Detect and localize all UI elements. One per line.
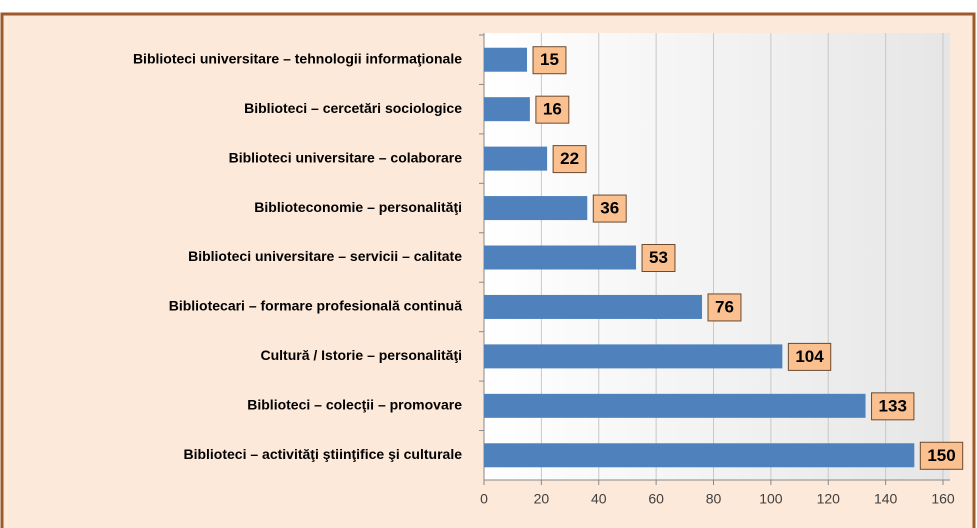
x-tick-label: 120 — [817, 491, 841, 507]
bar — [484, 344, 783, 369]
value-label-box — [592, 194, 627, 223]
y-tick-label: Biblioteci – colecţii – promovare — [247, 397, 462, 413]
y-tick-label: Biblioteci – cercetări sociologice — [244, 100, 462, 116]
value-label: 15 — [540, 50, 559, 69]
value-label: 104 — [795, 347, 824, 366]
bar — [484, 196, 588, 221]
value-label: 133 — [879, 396, 907, 415]
y-tick-label: Biblioteci universitare – servicii – cal… — [188, 248, 462, 264]
value-label-box — [535, 95, 570, 124]
value-label-box — [532, 46, 567, 75]
value-label: 53 — [649, 248, 668, 267]
bar — [484, 443, 915, 468]
x-tick-label: 20 — [534, 491, 550, 507]
x-tick-label: 100 — [759, 491, 783, 507]
value-label: 150 — [927, 446, 955, 465]
y-tick-label: Bibliotecari – formare profesională cont… — [169, 298, 463, 314]
x-tick-label: 160 — [931, 491, 955, 507]
bar — [484, 47, 528, 72]
bar — [484, 294, 703, 319]
value-label-box — [641, 244, 676, 272]
x-tick-label: 80 — [706, 491, 722, 507]
x-tick-label: 140 — [874, 491, 898, 507]
value-label-box — [919, 441, 964, 470]
y-tick-label: Biblioteconomie – personalităţi — [254, 199, 462, 215]
bar — [484, 97, 530, 122]
x-tick-label: 40 — [591, 491, 607, 507]
value-label-box — [707, 293, 742, 322]
bar — [484, 393, 866, 418]
value-label: 76 — [715, 297, 734, 316]
y-tick-label: Biblioteci universitare – colaborare — [229, 149, 463, 165]
bar — [484, 245, 637, 270]
value-label: 16 — [543, 100, 562, 119]
y-tick-label: Cultură / Istorie – personalităţi — [261, 347, 463, 363]
bar — [484, 146, 548, 171]
value-label-box — [787, 342, 832, 371]
y-tick-label: Biblioteci universitare – tehnologii inf… — [133, 50, 462, 66]
value-label: 36 — [600, 199, 619, 218]
value-label-box — [871, 392, 915, 421]
value-label-box — [552, 145, 587, 174]
y-tick-label: Biblioteci – activităţi ştiinţifice şi c… — [183, 446, 462, 462]
x-tick-label: 60 — [648, 491, 664, 507]
value-label: 22 — [560, 149, 579, 168]
x-tick-label: 0 — [480, 491, 488, 507]
